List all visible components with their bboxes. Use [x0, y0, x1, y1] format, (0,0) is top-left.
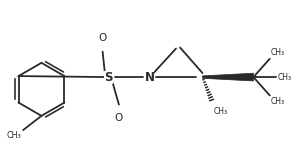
Text: N: N [145, 71, 154, 84]
Polygon shape [202, 73, 253, 81]
Text: O: O [115, 113, 123, 123]
Text: CH₃: CH₃ [271, 97, 285, 106]
Text: CH₃: CH₃ [214, 107, 228, 116]
Text: CH₃: CH₃ [271, 48, 285, 57]
Text: CH₃: CH₃ [7, 131, 22, 140]
Text: O: O [98, 33, 107, 43]
Text: CH₃: CH₃ [278, 73, 292, 82]
Text: S: S [104, 71, 113, 84]
